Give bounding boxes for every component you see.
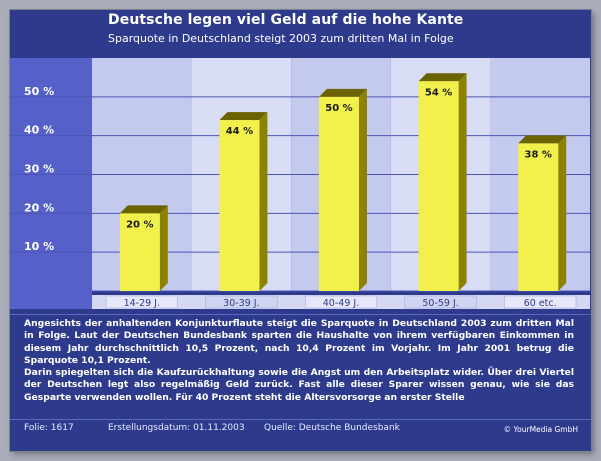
bar-value-label: 50 % — [325, 103, 352, 114]
bar-side — [458, 73, 467, 291]
bar-top — [119, 205, 168, 214]
y-tick-label: 30 % — [24, 163, 54, 176]
y-tick-label: 10 % — [24, 240, 54, 253]
description-paragraph-2: Darin spiegelten sich die Kaufzurückhalt… — [24, 367, 574, 403]
bar-value-label: 44 % — [226, 126, 253, 137]
bar-top — [518, 135, 567, 144]
footer: Folie: 1617 Erstellungsdatum: 01.11.2003… — [24, 423, 578, 437]
bar-top — [219, 112, 268, 121]
y-tick-label: 20 % — [24, 201, 54, 214]
y-tick-label: 50 % — [24, 85, 54, 98]
category-box — [205, 295, 278, 309]
x-tick-label: 50-59 J. — [422, 298, 458, 309]
footer-source: Quelle: Deutsche Bundesbank — [264, 423, 400, 433]
bar-value-label: 54 % — [425, 87, 452, 98]
x-tick-label: 60 etc. — [524, 298, 557, 309]
y-axis-panel — [10, 58, 92, 309]
description-paragraph-1: Angesichts der anhaltenden Konjunkturfla… — [24, 318, 574, 366]
footer-date: Erstellungsdatum: 01.11.2003 — [108, 423, 245, 433]
chart-title: Deutsche legen viel Geld auf die hohe Ka… — [108, 12, 464, 28]
category-box — [504, 295, 577, 309]
footer-credit: © YourMedia GmbH — [503, 425, 578, 434]
x-tick-label: 30-39 J. — [223, 298, 259, 309]
bar-side — [259, 112, 268, 291]
bar — [418, 81, 459, 291]
bar — [119, 213, 160, 291]
bar — [319, 96, 359, 291]
bar-value-label: 20 % — [126, 219, 153, 230]
chart-subtitle: Sparquote in Deutschland steigt 2003 zum… — [108, 32, 454, 45]
divider-bottom — [10, 419, 591, 420]
bar — [219, 120, 260, 291]
category-box — [404, 295, 477, 309]
category-box — [105, 295, 178, 309]
bar-value-label: 38 % — [524, 149, 551, 160]
category-box — [304, 295, 378, 309]
y-tick-label: 40 % — [24, 124, 54, 137]
bar-chart: 10 % 20 % 30 % 40 % 50 % 20 % 14-29 J. 44 % 30-3… — [10, 58, 590, 309]
bar-side — [359, 88, 367, 291]
x-tick-label: 14-29 J. — [124, 298, 160, 309]
bar-top — [418, 73, 467, 82]
bar-top — [319, 88, 367, 97]
divider-top — [10, 314, 591, 315]
bar-side — [558, 135, 567, 291]
x-tick-label: 40-49 J. — [323, 298, 359, 309]
bar — [518, 143, 559, 291]
footer-folie: Folie: 1617 — [24, 423, 74, 433]
description-text: Angesichts der anhaltenden Konjunkturfla… — [24, 318, 574, 404]
bar-side — [159, 205, 168, 291]
